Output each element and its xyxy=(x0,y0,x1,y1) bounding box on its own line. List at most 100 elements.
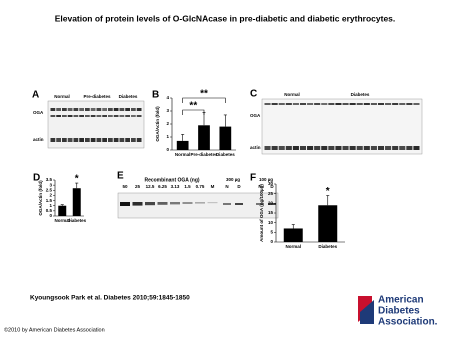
significance-bracket xyxy=(182,109,205,115)
blot-band xyxy=(314,103,321,105)
blot-band xyxy=(392,146,399,150)
y-tick-label: 30 xyxy=(268,181,274,186)
annotation: ** xyxy=(189,101,197,112)
blot-band xyxy=(342,103,349,105)
blot-band xyxy=(108,138,113,142)
blot-band xyxy=(328,146,335,150)
blot-band xyxy=(292,146,299,150)
blot-band xyxy=(235,203,243,205)
blot-row-label: OGA xyxy=(250,113,261,118)
blot-band xyxy=(62,138,67,142)
title: Elevation of protein levels of O-GlcNAca… xyxy=(55,13,396,23)
blot-band xyxy=(285,146,292,150)
blot-group-label: Normal xyxy=(54,94,70,99)
blot-group-label: Diabetes xyxy=(119,94,138,99)
bar xyxy=(219,126,232,150)
blot-band xyxy=(307,103,314,105)
blot-row-label: actin xyxy=(250,145,261,150)
blot-band xyxy=(406,103,413,105)
blot-band xyxy=(285,103,292,105)
blot-band xyxy=(223,203,231,205)
blot-band xyxy=(349,146,356,150)
annotation: * xyxy=(326,186,330,197)
x-tick-label: Diabetes xyxy=(318,244,337,249)
y-tick-label: 2 xyxy=(49,193,52,198)
blot-row-label: actin xyxy=(33,137,44,142)
blot-band xyxy=(307,146,314,150)
blot-band xyxy=(90,115,96,117)
blot-band xyxy=(299,146,307,150)
blot-band xyxy=(271,103,278,105)
blot-band xyxy=(50,108,56,111)
blot-band xyxy=(385,103,392,105)
blot-band xyxy=(96,138,102,142)
blot-band xyxy=(79,115,84,117)
blot-band xyxy=(271,146,278,150)
lane-label: 12.5 xyxy=(146,184,155,189)
blot-row-label: OGA xyxy=(33,110,44,115)
blot-band xyxy=(131,108,136,111)
blot-band xyxy=(125,138,130,142)
error-bar xyxy=(291,224,295,229)
blot-band xyxy=(363,146,370,150)
blot-band xyxy=(96,115,102,117)
logo-icon xyxy=(358,296,374,324)
y-tick-label: 4 xyxy=(166,95,169,100)
y-tick-label: 3 xyxy=(166,108,169,113)
y-axis-label: OGA/Actin (fold) xyxy=(155,106,160,142)
blot-group-label: 300 µg xyxy=(226,177,240,182)
y-tick-label: 15 xyxy=(268,210,274,215)
blot-band xyxy=(399,146,406,150)
y-axis-label: OGA/Actin (fold) xyxy=(38,180,43,216)
blot-band xyxy=(356,103,363,105)
blot-band xyxy=(132,202,143,206)
copyright: ©2010 by American Diabetes Association xyxy=(4,326,105,333)
blot-band xyxy=(96,108,102,111)
blot-band xyxy=(85,108,90,111)
blot-band xyxy=(67,115,73,117)
y-tick-label: 2.5 xyxy=(46,187,53,192)
x-tick-label: Normal xyxy=(175,152,191,157)
blot-band xyxy=(299,103,307,105)
bar xyxy=(318,205,338,242)
blot-band xyxy=(349,103,356,105)
citation: Kyoungsook Park et al. Diabetes 2010;59:… xyxy=(30,295,190,302)
blot-band xyxy=(62,115,67,117)
blot-band xyxy=(136,108,142,111)
y-tick-label: 20 xyxy=(268,201,274,206)
panel-letter: D xyxy=(33,173,40,184)
blot-band xyxy=(413,146,420,150)
panel-letter: C xyxy=(250,89,257,100)
logo-text: American xyxy=(378,295,424,306)
y-tick-label: 0 xyxy=(270,239,273,244)
blot-band xyxy=(113,115,119,117)
y-tick-label: 1 xyxy=(49,203,52,208)
lane-label: 50 xyxy=(122,184,128,189)
blot-band xyxy=(85,115,90,117)
lane-label: 25 xyxy=(135,184,141,189)
blot-band xyxy=(356,146,363,150)
y-tick-label: 3 xyxy=(49,182,52,187)
blot-band xyxy=(119,108,125,111)
bar xyxy=(198,125,210,150)
blot-band xyxy=(314,146,321,150)
blot-band xyxy=(157,202,168,205)
blot-band xyxy=(268,203,276,205)
blot-band xyxy=(108,108,113,111)
panel-letter: A xyxy=(32,90,39,101)
blot-band xyxy=(370,146,377,150)
panel-letter: B xyxy=(152,90,159,101)
lane-label: D xyxy=(270,184,274,189)
panel-letter: F xyxy=(250,173,256,184)
error-bar xyxy=(60,204,64,206)
lane-label: 1.5 xyxy=(184,184,191,189)
blot-band xyxy=(73,138,79,142)
blot-band xyxy=(90,108,96,111)
blot-band xyxy=(73,108,79,111)
bar xyxy=(58,205,67,216)
blot-band xyxy=(85,138,90,142)
blot-band xyxy=(136,138,142,142)
blot-band xyxy=(125,108,130,111)
error-bar xyxy=(326,195,330,206)
